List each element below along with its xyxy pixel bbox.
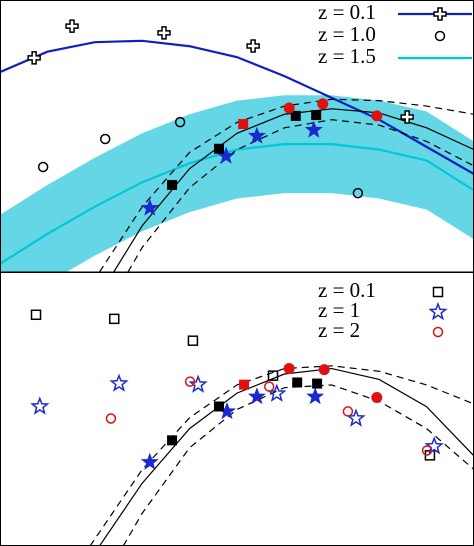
legend-label: z = 1.5 [318,44,376,68]
marker [424,436,444,455]
marker [352,187,364,199]
marker [109,373,129,392]
legend-label: z = 0.1 [318,0,376,24]
marker [247,126,266,144]
marker [105,413,117,424]
marker [432,326,444,338]
legend-label: z = 0.1 [318,278,376,302]
marker [167,179,178,190]
marker [371,110,383,122]
marker [400,110,414,124]
bottom-panel [30,309,474,546]
marker [174,116,186,128]
marker [213,143,224,154]
marker [30,396,50,415]
band [0,95,474,272]
marker [108,313,120,325]
marker [188,374,208,393]
marker [238,119,249,130]
marker [433,7,447,21]
marker [290,110,301,121]
model-curve [122,384,474,546]
marker [140,198,159,216]
marker [283,102,295,114]
bottom-frame [0,272,474,546]
marker [37,161,49,173]
marker [371,391,383,403]
marker [312,378,323,389]
marker [167,435,178,446]
marker [247,387,266,405]
marker [65,19,79,33]
legend-label: z = 1.0 [318,22,376,46]
marker [263,381,275,392]
marker [187,335,199,346]
marker [432,286,444,298]
marker [306,387,325,405]
marker [317,98,329,110]
model-curve [127,119,474,272]
model-curve [113,108,474,272]
marker [213,401,224,412]
marker [140,452,159,470]
marker [342,406,354,417]
marker [428,301,448,321]
model-curve [99,367,474,546]
marker [30,309,42,321]
marker [421,445,433,456]
marker [239,379,250,390]
legend: z = 0.1z = 1.0z = 1.5z = 0.1z = 1z = 2 [318,0,472,342]
marker [267,370,279,381]
legend-label: z = 2 [318,318,360,342]
marker [304,120,323,138]
model-curve [0,39,474,176]
marker [99,133,111,145]
marker [318,364,330,376]
marker [246,39,260,53]
marker [434,30,446,42]
legend-label: z = 1 [318,298,360,322]
marker [267,383,287,402]
marker [157,26,171,40]
marker [311,110,322,121]
model-curve [0,143,474,265]
marker [346,408,366,427]
marker [292,377,303,388]
marker [27,51,41,65]
top-panel [0,19,474,272]
marker [184,376,196,387]
marker [283,363,295,375]
